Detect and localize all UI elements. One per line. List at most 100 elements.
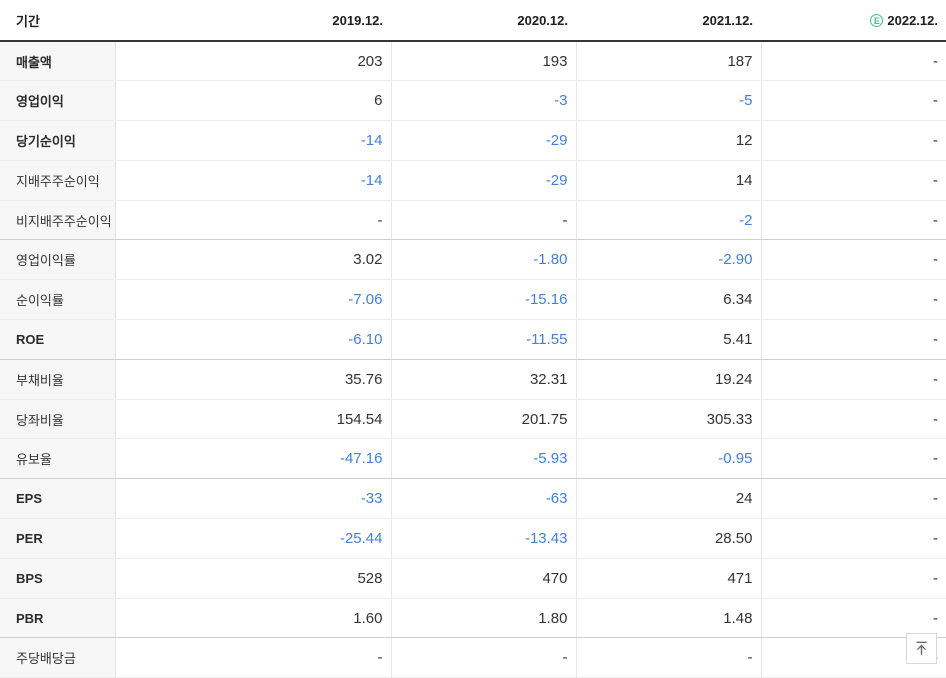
table-row: 영업이익 6 -3 -5- (0, 80, 946, 122)
table-cell: -29 (390, 160, 576, 201)
table-cell: - (575, 637, 761, 678)
table-cell: 1.80 (390, 598, 576, 639)
table-cell: - (760, 319, 946, 360)
table-cell: - (760, 399, 946, 440)
table-cell: -5.93 (390, 438, 576, 480)
table-cell: 35.76 (115, 359, 391, 400)
table-cell: - (760, 200, 946, 241)
table-cell: - (760, 80, 946, 122)
table-row: 영업이익률 3.02 -1.80 -2.90- (0, 239, 946, 281)
table-cell: - (760, 41, 946, 82)
row-label: 유보율 (0, 438, 116, 480)
table-row: 매출액 203 193 187- (0, 41, 946, 82)
table-cell: -6.10 (115, 319, 391, 360)
table-cell: 6 (115, 80, 391, 122)
table-cell: 12 (575, 120, 761, 161)
table-cell: - (760, 598, 946, 639)
table-cell: -25.44 (115, 518, 391, 559)
table-cell: -14 (115, 120, 391, 161)
row-label: 순이익률 (0, 279, 116, 321)
table-cell: - (115, 637, 391, 678)
table-row: 당기순이익 -14 -29 12- (0, 120, 946, 161)
table-cell: -2.90 (575, 239, 761, 281)
table-cell: 193 (390, 41, 576, 82)
table-cell: - (115, 200, 391, 241)
table-cell: - (760, 279, 946, 321)
row-label: 주당배당금 (0, 637, 116, 678)
table-cell: 203 (115, 41, 391, 82)
table-cell: - (760, 558, 946, 599)
table-cell: 305.33 (575, 399, 761, 440)
scroll-to-top-icon (916, 641, 927, 655)
table-row: 지배주주순이익 -14 -29 14- (0, 160, 946, 201)
table-cell: 471 (575, 558, 761, 599)
table-cell: -1.80 (390, 239, 576, 281)
table-cell: -7.06 (115, 279, 391, 321)
row-label: 매출액 (0, 41, 116, 82)
table-cell: - (390, 637, 576, 678)
table-cell: - (760, 160, 946, 201)
row-label: EPS (0, 478, 116, 520)
table-cell: 5.41 (575, 319, 761, 360)
table-row: 주당배당금---- (0, 637, 946, 678)
table-cell: 32.31 (390, 359, 576, 400)
table-row: PER -25.44 -13.43 28.50- (0, 518, 946, 559)
table-cell: - (760, 518, 946, 559)
column-header-2021-12: 2021.12. (576, 0, 761, 42)
row-label: BPS (0, 558, 116, 599)
column-header-label: 2022.12. (887, 12, 938, 28)
row-label: 비지배주주순이익 (0, 200, 116, 241)
row-label: ROE (0, 319, 116, 360)
table-cell: 528 (115, 558, 391, 599)
table-cell: - (390, 200, 576, 241)
table-cell: -3 (390, 80, 576, 122)
scroll-to-top-button[interactable] (906, 633, 937, 664)
period-column-header: 기간 (0, 0, 115, 42)
table-cell: -2 (575, 200, 761, 241)
table-row: 순이익률 -7.06 -15.16 6.34- (0, 279, 946, 321)
table-cell: -47.16 (115, 438, 391, 480)
table-cell: 24 (575, 478, 761, 520)
table-row: ROE -6.10 -11.55 5.41- (0, 319, 946, 360)
row-label: 부채비율 (0, 359, 116, 400)
table-cell: 1.60 (115, 598, 391, 639)
table-cell: 3.02 (115, 239, 391, 281)
table-cell: - (760, 239, 946, 281)
table-cell: 1.48 (575, 598, 761, 639)
table-cell: -33 (115, 478, 391, 520)
table-row: 당좌비율 154.54 201.75 305.33- (0, 399, 946, 440)
row-label: PBR (0, 598, 116, 639)
table-row: 비지배주주순이익 - - -2- (0, 200, 946, 241)
estimate-badge-icon: E (870, 13, 884, 27)
table-cell: 187 (575, 41, 761, 82)
table-cell: -11.55 (390, 319, 576, 360)
table-cell: - (760, 478, 946, 520)
table-row: PBR 1.60 1.80 1.48- (0, 598, 946, 639)
table-cell: -63 (390, 478, 576, 520)
table-cell: 14 (575, 160, 761, 201)
column-header-2022-12-estimate: E 2022.12. (761, 0, 946, 42)
row-label: PER (0, 518, 116, 559)
row-label: 영업이익률 (0, 239, 116, 281)
row-label: 영업이익 (0, 80, 116, 122)
row-label: 당기순이익 (0, 120, 116, 161)
table-row: EPS -33 -63 24- (0, 478, 946, 520)
table-cell: 470 (390, 558, 576, 599)
column-header-2019-12: 2019.12. (115, 0, 391, 42)
table-cell: -13.43 (390, 518, 576, 559)
column-header-2020-12: 2020.12. (391, 0, 576, 42)
row-label: 지배주주순이익 (0, 160, 116, 201)
table-cell: -29 (390, 120, 576, 161)
table-cell: - (760, 120, 946, 161)
table-cell: 28.50 (575, 518, 761, 559)
table-cell: - (760, 438, 946, 480)
table-cell: 6.34 (575, 279, 761, 321)
table-cell: -0.95 (575, 438, 761, 480)
table-row: 유보율 -47.16 -5.93 -0.95- (0, 438, 946, 480)
table-cell: 201.75 (390, 399, 576, 440)
table-cell: -5 (575, 80, 761, 122)
table-cell: -15.16 (390, 279, 576, 321)
table-cell: -14 (115, 160, 391, 201)
table-row: 부채비율 35.76 32.31 19.24- (0, 359, 946, 400)
table-row: BPS 528 470 471- (0, 558, 946, 599)
